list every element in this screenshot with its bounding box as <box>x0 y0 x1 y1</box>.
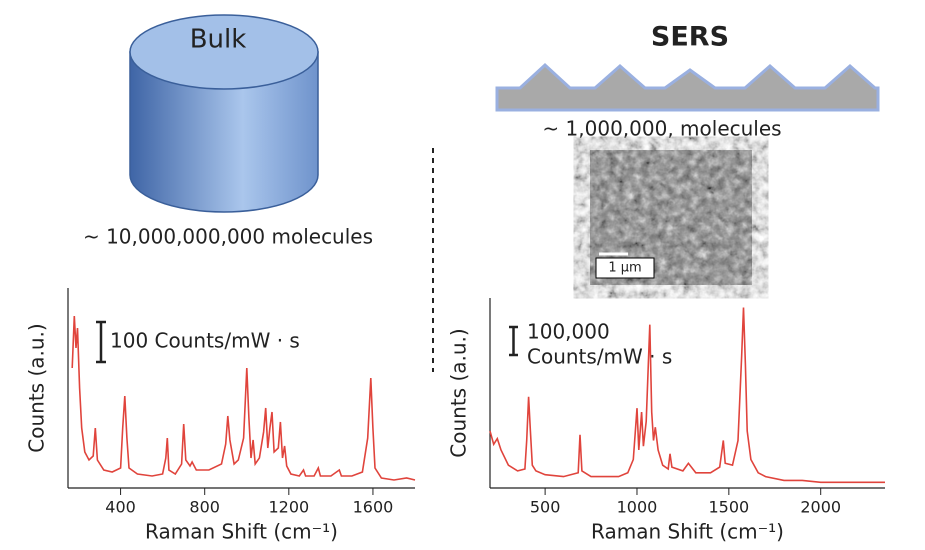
sers-title: SERS <box>651 22 729 53</box>
bulk-molecules: ~ 10,000,000,000 molecules <box>83 225 373 249</box>
scale-label: 1 µm <box>608 261 641 276</box>
sers-substrate <box>495 62 880 112</box>
bulk-cylinder-top <box>129 14 319 90</box>
intensity-label: 100 Counts/mW · s <box>110 329 300 353</box>
x-axis-label: Raman Shift (cm⁻¹) <box>145 520 338 544</box>
x-axis-label: Raman Shift (cm⁻¹) <box>591 520 784 544</box>
x-tick-label: 1600 <box>353 498 394 517</box>
x-tick-label: 2000 <box>800 498 841 517</box>
intensity-label: 100,000 <box>527 320 610 344</box>
x-tick-label: 800 <box>189 498 220 517</box>
sers-molecules: ~ 1,000,000, molecules <box>542 117 781 141</box>
x-tick-label: 1000 <box>617 498 658 517</box>
spectrum <box>71 315 416 481</box>
y-axis-label: Counts (a.u.) <box>447 328 471 457</box>
spectrum <box>489 307 885 484</box>
intensity-bar <box>509 325 518 357</box>
intensity-bar <box>96 320 106 364</box>
x-tick-label: 400 <box>105 498 136 517</box>
bulk-cylinder <box>129 51 319 213</box>
scale-box <box>595 257 655 279</box>
bulk-title: Bulk <box>190 25 247 55</box>
x-tick-label: 1200 <box>268 498 309 517</box>
x-tick-label: 500 <box>530 498 561 517</box>
x-tick-label: 1500 <box>708 498 749 517</box>
y-axis-label: Counts (a.u.) <box>25 323 49 452</box>
